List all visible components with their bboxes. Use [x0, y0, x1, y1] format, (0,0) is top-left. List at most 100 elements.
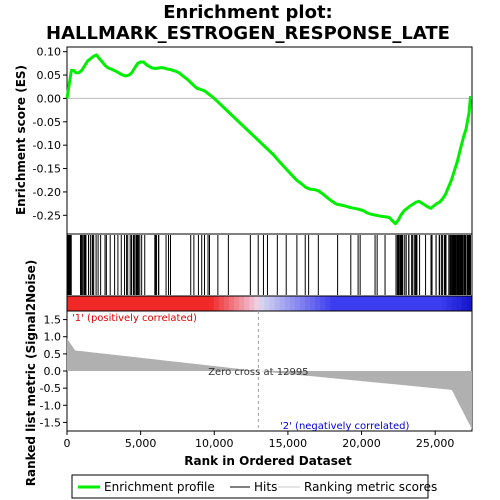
- color-band-segment: [274, 296, 281, 311]
- es-y-tick-label: -0.15: [33, 163, 61, 176]
- positive-correlation-label: '1' (positively correlated): [72, 313, 197, 324]
- color-band-segment: [122, 296, 129, 311]
- svg-text:Ranking metric scores: Ranking metric scores: [304, 480, 437, 494]
- color-band-segment: [198, 296, 205, 311]
- color-band-segment: [350, 296, 357, 311]
- color-band-segment: [370, 296, 377, 311]
- color-band-segment: [249, 296, 255, 311]
- metric-y-tick-label: 0.5: [44, 348, 62, 361]
- x-axis-label: Rank in Ordered Dataset: [184, 454, 352, 468]
- color-band-segment: [380, 296, 387, 311]
- color-band-segment: [375, 296, 382, 311]
- x-tick-label: 5,000: [125, 437, 157, 450]
- color-band-segment: [148, 296, 154, 311]
- color-band-segment: [391, 296, 397, 311]
- color-band-segment: [208, 296, 215, 311]
- es-y-tick-label: 0.05: [37, 69, 62, 82]
- color-band-segment: [294, 296, 301, 311]
- color-band-segment: [188, 296, 195, 311]
- color-band-segment: [360, 296, 367, 311]
- color-band-segment: [203, 296, 210, 311]
- color-band-segment: [304, 296, 311, 311]
- legend-item-ranking-metric-scores: Ranking metric scores: [278, 480, 437, 494]
- color-band-segment: [446, 296, 453, 311]
- color-band-segment: [269, 296, 276, 311]
- color-band-segment: [299, 296, 306, 311]
- color-band-segment: [112, 296, 119, 311]
- color-band-segment: [223, 296, 230, 311]
- svg-text:Hits: Hits: [254, 480, 277, 494]
- svg-text:Enrichment profile: Enrichment profile: [104, 480, 215, 494]
- color-band-segment: [218, 296, 225, 311]
- es-y-tick-label: -0.20: [33, 186, 61, 199]
- x-tick-label: 25,000: [416, 437, 455, 450]
- color-band-segment: [178, 296, 184, 311]
- color-band-segment: [436, 296, 443, 311]
- color-band-segment: [426, 296, 432, 311]
- color-band-segment: [284, 296, 291, 311]
- color-band-segment: [117, 296, 124, 311]
- color-band-segment: [335, 296, 341, 311]
- color-band-segment: [107, 296, 114, 311]
- legend-item-enrichment-profile: Enrichment profile: [78, 480, 215, 494]
- es-y-tick-label: 0.00: [37, 92, 62, 105]
- color-band-segment: [406, 296, 412, 311]
- color-band-segment: [264, 296, 270, 311]
- negative-correlation-label: '2' (negatively correlated): [280, 421, 409, 432]
- color-band-segment: [289, 296, 296, 311]
- x-tick-label: 0: [64, 437, 71, 450]
- color-band-segment: [310, 296, 316, 311]
- color-band-segment: [193, 296, 200, 311]
- color-band-segment: [158, 296, 164, 311]
- color-band-segment: [411, 296, 417, 311]
- color-band-segment: [466, 296, 473, 311]
- color-band-segment: [396, 296, 402, 311]
- chart-title-line2: HALLMARK_ESTROGEN_RESPONSE_LATE: [46, 23, 450, 44]
- color-band-segment: [142, 296, 149, 311]
- color-band-segment: [92, 296, 98, 311]
- color-band-segment: [340, 296, 346, 311]
- x-tick-label: 15,000: [269, 437, 308, 450]
- color-band-segment: [87, 296, 93, 311]
- color-band-segment: [72, 296, 78, 311]
- color-band-segment: [441, 296, 448, 311]
- zero-cross-annotation: Zero cross at 12995: [208, 367, 308, 378]
- metric-y-tick-label: 0.0: [44, 365, 62, 378]
- es-y-axis-label: Enrichment score (ES): [14, 65, 28, 215]
- color-band-segment: [325, 296, 331, 311]
- color-band-segment: [82, 296, 88, 311]
- metric-y-tick-label: -0.5: [40, 382, 61, 395]
- metric-y-tick-label: 1.5: [44, 314, 62, 327]
- metric-y-tick-label: -1.5: [40, 416, 61, 429]
- metric-y-axis-label: Ranked list metric (Signal2Noise): [24, 260, 38, 487]
- es-y-tick-label: -0.05: [33, 116, 61, 129]
- color-band-segment: [132, 296, 139, 311]
- color-band-segment: [421, 296, 427, 311]
- color-band-segment: [173, 296, 179, 311]
- color-band-segment: [213, 296, 220, 311]
- ranking-metric-area: [67, 338, 472, 430]
- metric-y-tick-label: 1.0: [44, 331, 62, 344]
- color-band-segment: [97, 296, 103, 311]
- color-band-segment: [279, 296, 286, 311]
- color-band-segment: [355, 296, 362, 311]
- color-band-segment: [244, 296, 250, 311]
- color-band-segment: [451, 296, 458, 311]
- es-y-tick-label: 0.10: [37, 46, 62, 59]
- color-band-segment: [153, 296, 159, 311]
- metric-y-tick-label: -1.0: [40, 399, 61, 412]
- color-band-segment: [330, 296, 336, 311]
- color-band-segment: [229, 296, 235, 311]
- color-band-segment: [365, 296, 372, 311]
- x-tick-label: 10,000: [195, 437, 234, 450]
- color-band-segment: [137, 296, 144, 311]
- color-band-segment: [67, 296, 73, 311]
- x-tick-label: 20,000: [342, 437, 381, 450]
- color-band-segment: [461, 296, 468, 311]
- color-band-segment: [456, 296, 463, 311]
- legend-item-hits: Hits: [230, 480, 277, 494]
- color-band-segment: [102, 296, 108, 311]
- color-band-segment: [320, 296, 326, 311]
- es-panel-frame: [66, 46, 473, 235]
